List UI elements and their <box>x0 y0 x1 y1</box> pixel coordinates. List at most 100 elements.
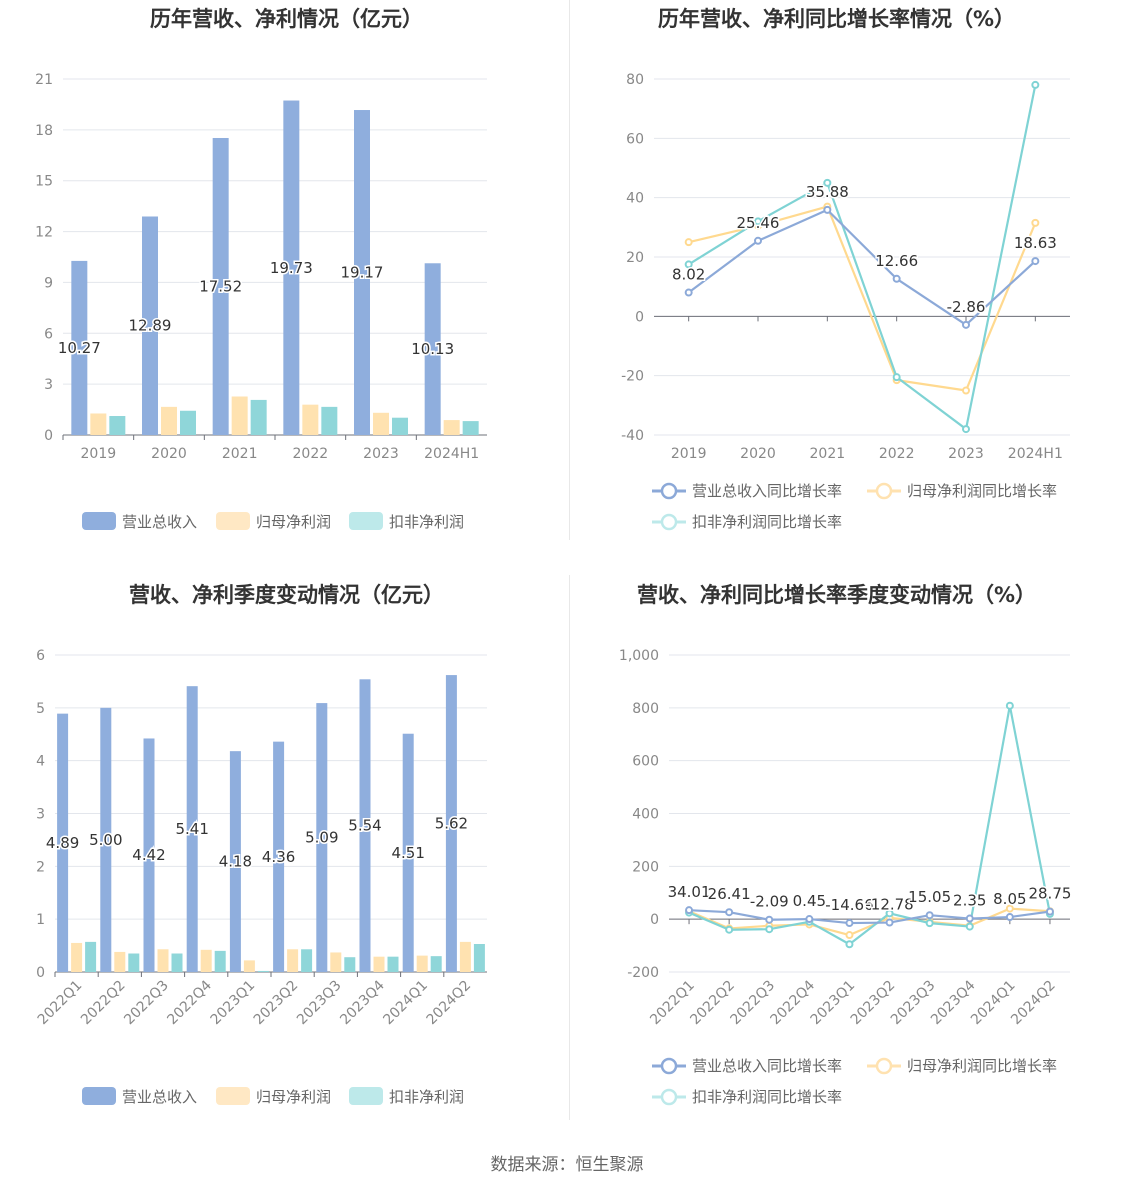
y-tick-label: 15 <box>35 174 53 190</box>
legend-item: 扣非净利润同比增长率 <box>652 513 842 531</box>
legend-label: 扣非净利润 <box>389 513 464 531</box>
data-point <box>754 236 762 245</box>
x-tick-label: 2022 <box>293 446 329 462</box>
legend-label: 归母净利润同比增长率 <box>907 1057 1057 1075</box>
line-value-label: 12.66 <box>875 252 918 270</box>
bar-value-label: 5.41 <box>175 820 208 838</box>
data-point <box>823 178 832 187</box>
bar-value-label: 4.36 <box>262 848 295 866</box>
y-tick-label: 2 <box>36 859 45 875</box>
data-point <box>962 425 970 434</box>
data-point <box>684 288 693 297</box>
data-point <box>684 260 693 269</box>
y-tick-label: -40 <box>621 428 644 444</box>
data-point <box>925 919 934 928</box>
data-point <box>925 911 934 920</box>
bar-net-profit <box>90 413 107 435</box>
data-point <box>1005 913 1014 922</box>
bar-revenue <box>57 713 69 972</box>
bar-deducted-profit <box>462 421 479 435</box>
y-tick-label: 80 <box>626 72 644 88</box>
bar-value-label: 12.89 <box>129 317 172 335</box>
data-point <box>965 922 974 931</box>
x-tick-label: 2022 <box>879 446 915 462</box>
x-tick-label: 2024H1 <box>424 446 479 462</box>
y-tick-label: -20 <box>621 369 644 385</box>
bar-net-profit <box>373 412 389 435</box>
y-tick-label: 600 <box>632 754 659 770</box>
data-point <box>962 320 970 329</box>
y-tick-label: 1 <box>36 912 45 928</box>
bar-deducted-profit <box>109 416 126 435</box>
data-point <box>1031 80 1040 89</box>
y-tick-label: 6 <box>44 326 53 342</box>
bar-value-label: 4.89 <box>46 834 79 852</box>
x-tick-label: 2022Q1 <box>35 978 86 1029</box>
bar-net-profit <box>302 404 319 435</box>
bar-revenue <box>316 703 328 972</box>
data-point <box>1031 257 1040 266</box>
bar-deducted-profit <box>257 970 269 972</box>
data-point <box>845 931 854 940</box>
bar-net-profit <box>161 406 177 435</box>
chart-svg: 营收、净利季度变动情况（亿元） 0 1 2 3 4 5 6 2022Q12022Q22022Q3… <box>35 583 487 1106</box>
bar-revenue <box>142 216 158 435</box>
bar-net-profit <box>287 949 299 972</box>
x-tick-label: 2024Q1 <box>380 978 431 1029</box>
bar-value-label: 4.42 <box>132 846 165 864</box>
y-tick-label: 20 <box>626 250 644 266</box>
bar-revenue <box>71 260 88 435</box>
x-tick-label: 2023 <box>948 446 984 462</box>
x-tick-label: 2023 <box>363 446 399 462</box>
legend-item: 营业总收入 <box>82 512 197 531</box>
line-value-label: -14.66 <box>825 896 873 914</box>
data-point <box>892 274 901 283</box>
data-point <box>845 919 854 928</box>
y-tick-label: 0 <box>635 309 644 325</box>
x-tick-label: 2019 <box>81 446 117 462</box>
chart-title: 历年营收、净利同比增长率情况（%） <box>658 7 1015 31</box>
data-point <box>845 940 854 949</box>
bar-deducted-profit <box>321 406 338 435</box>
data-point <box>805 915 814 924</box>
data-point <box>765 915 774 924</box>
x-tick-label: 2022Q4 <box>164 977 215 1028</box>
y-tick-label: 1,000 <box>619 648 659 664</box>
chart-svg: 营收、净利同比增长率季度变动情况（%） -200 0 200 400 600 800 1,00… <box>619 583 1073 1106</box>
legend-label: 扣非净利润同比增长率 <box>692 1088 842 1106</box>
bar-deducted-profit <box>430 956 442 972</box>
data-source-note: 数据来源：恒生聚源 <box>490 1155 644 1175</box>
legend-swatch <box>216 512 250 530</box>
bar-deducted-profit <box>85 941 97 972</box>
y-tick-label: 0 <box>44 428 53 444</box>
y-tick-label: 800 <box>632 701 659 717</box>
line-value-label: 2.35 <box>953 892 986 910</box>
chart-svg: 历年营收、净利情况（亿元） 0 3 6 9 12 15 18 21 2019 2020 2021 202… <box>35 7 487 531</box>
data-point <box>684 238 693 247</box>
bar-net-profit <box>243 960 255 972</box>
bar-value-label: 19.17 <box>341 264 384 282</box>
chart-title: 营收、净利季度变动情况（亿元） <box>129 583 444 607</box>
data-point <box>962 386 970 395</box>
legend-item: 扣非净利润 <box>349 1087 464 1106</box>
x-tick-label: 2023Q1 <box>208 978 259 1029</box>
line-value-label: 8.02 <box>672 266 705 284</box>
bar-revenue <box>273 741 285 972</box>
bar-revenue <box>186 686 198 972</box>
y-tick-label: 60 <box>626 131 644 147</box>
bar-net-profit <box>231 396 248 435</box>
bar-net-profit <box>71 942 83 972</box>
line-value-label: 28.75 <box>1028 885 1071 903</box>
y-tick-label: 12 <box>35 225 53 241</box>
quarterly-growth-chart: 营收、净利同比增长率季度变动情况（%） -200 0 200 400 600 800 1,00… <box>567 575 1134 1135</box>
data-point <box>1031 218 1040 227</box>
annual-growth-chart: 历年营收、净利同比增长率情况（%） -40 -20 0 20 40 60 80 2019 2020… <box>567 0 1134 560</box>
annual-amount-chart: 历年营收、净利情况（亿元） 0 3 6 9 12 15 18 21 2019 2020 2021 202… <box>0 0 567 560</box>
x-tick-label: 2022Q3 <box>121 978 172 1029</box>
legend-label: 扣非净利润 <box>389 1088 464 1106</box>
legend-item: 营业总收入 <box>82 1087 197 1106</box>
line-value-label: 25.46 <box>737 214 780 232</box>
bar-revenue <box>212 137 229 435</box>
bar-value-label: 4.51 <box>391 844 424 862</box>
bar-value-label: 5.54 <box>348 817 381 835</box>
